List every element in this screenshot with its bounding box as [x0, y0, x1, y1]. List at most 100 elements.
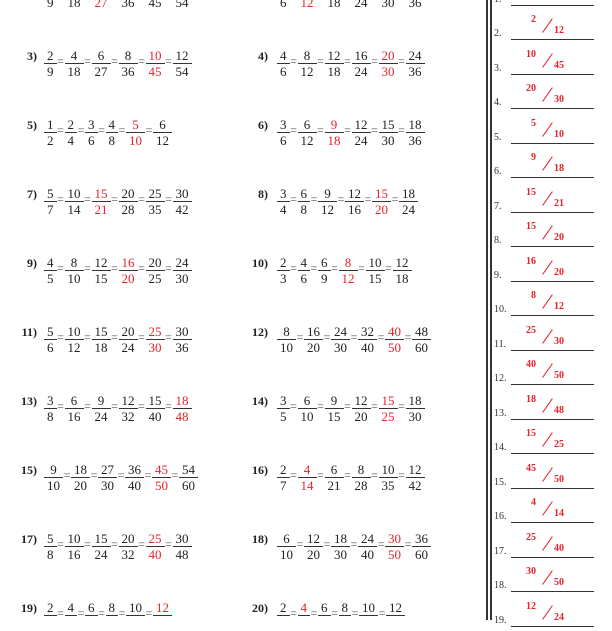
fraction-bar	[386, 615, 405, 616]
fraction: 8 10	[277, 324, 296, 355]
answer-fraction: 30 50	[385, 531, 404, 562]
numerator: 3	[280, 393, 287, 408]
fraction-bar	[64, 546, 84, 547]
denominator: 9	[47, 0, 54, 10]
answer-fraction: 15 20	[372, 186, 391, 217]
denominator: 54	[175, 64, 189, 79]
equivalent-fraction-chain: 9 10 = 18 20 = 27 30 = 36 40 = 45 50 = 54 60	[44, 462, 198, 493]
equals-sign: =	[317, 399, 324, 413]
fraction-bar	[277, 132, 290, 133]
denominator: 10	[47, 478, 60, 493]
fraction-bar	[44, 63, 57, 64]
numerator: 12	[354, 393, 368, 408]
answer-number: 16.	[494, 511, 507, 522]
fraction-bar	[297, 615, 310, 616]
fraction-bar	[378, 408, 398, 409]
answer-denominator: 25	[554, 439, 564, 450]
fraction-bar	[44, 270, 57, 271]
answer-number: 2.	[494, 28, 502, 39]
denominator: 10	[129, 133, 142, 148]
denominator: 30	[381, 133, 395, 148]
denominator: 18	[327, 133, 341, 148]
denominator: 36	[175, 340, 189, 355]
numerator: 9	[330, 117, 338, 132]
answer-denominator: 20	[554, 266, 564, 278]
numerator: 12	[395, 255, 409, 270]
numerator: 12	[348, 186, 361, 201]
fraction: 30 36	[172, 324, 192, 355]
answer-line	[511, 522, 594, 523]
denominator: 36	[408, 64, 422, 79]
fraction: 18 30	[331, 531, 350, 562]
numerator: 12	[389, 600, 402, 615]
fraction-bar	[351, 477, 371, 478]
fraction-bar	[324, 132, 344, 133]
numerator: 5	[47, 324, 54, 339]
answer-denominator: 12	[554, 25, 564, 36]
slash	[542, 259, 553, 275]
denominator: 8	[108, 133, 116, 148]
numerator: 9	[97, 393, 105, 408]
fraction: 27 30	[98, 462, 117, 493]
fraction: 8 36	[118, 48, 138, 79]
numerator: 6	[300, 186, 308, 201]
numerator: 10	[368, 255, 382, 270]
fraction-bar	[179, 477, 198, 478]
equivalent-fraction-chain: 5 6 = 10 12 = 15 18 = 20 24 = 25 30 = 30 36	[44, 324, 192, 355]
numerator: 2	[280, 462, 287, 477]
fraction: 18 20	[71, 462, 90, 493]
answer-denominator: 24	[554, 611, 564, 623]
numerator: 6	[330, 462, 338, 477]
denominator: 10	[300, 409, 314, 424]
equals-sign: =	[98, 606, 105, 620]
equals-sign: =	[290, 399, 297, 413]
answer-numerator: 2	[531, 14, 536, 25]
equals-sign: =	[111, 54, 118, 68]
denominator: 20	[121, 271, 135, 286]
fraction-bar	[318, 615, 331, 616]
denominator: 6	[88, 133, 95, 148]
denominator	[277, 616, 290, 631]
fraction-bar	[145, 339, 165, 340]
fraction: 36 40	[125, 462, 144, 493]
numerator: 6	[97, 48, 105, 63]
fraction-bar	[85, 615, 98, 616]
denominator: 30	[175, 271, 189, 286]
denominator: 40	[128, 478, 141, 493]
denominator: 15	[327, 409, 341, 424]
denominator: 24	[402, 202, 415, 217]
problem-number: 5)	[27, 118, 37, 132]
problem-number: 13)	[21, 394, 37, 408]
answer-denominator: 30	[554, 94, 564, 105]
fraction: 20 25	[145, 255, 165, 286]
equals-sign: =	[165, 399, 172, 413]
fraction-bar	[118, 63, 138, 64]
equals-sign: =	[317, 468, 324, 482]
equals-sign: =	[84, 54, 91, 68]
answer-line	[511, 246, 594, 247]
answer-denominator: 12	[554, 301, 564, 312]
slash	[542, 604, 553, 620]
equals-sign: =	[57, 537, 64, 551]
equals-sign: =	[350, 537, 358, 551]
fraction-bar	[405, 408, 425, 409]
equals-sign: =	[98, 123, 105, 137]
denominator: 8	[300, 202, 308, 217]
fraction: 24	[352, 0, 371, 10]
fraction-bar	[64, 132, 77, 133]
numerator: 10	[67, 531, 81, 546]
fraction-bar	[91, 546, 111, 547]
equals-sign: =	[165, 261, 172, 275]
numerator: 30	[175, 324, 189, 339]
numerator: 2	[47, 600, 54, 615]
slash	[542, 294, 553, 309]
problem-number: 11)	[21, 325, 37, 339]
answer-number: 5.	[494, 131, 502, 143]
fraction-bar	[297, 408, 317, 409]
problem-number: 12)	[252, 325, 268, 339]
equals-sign: =	[296, 330, 304, 344]
denominator: 42	[175, 202, 189, 217]
